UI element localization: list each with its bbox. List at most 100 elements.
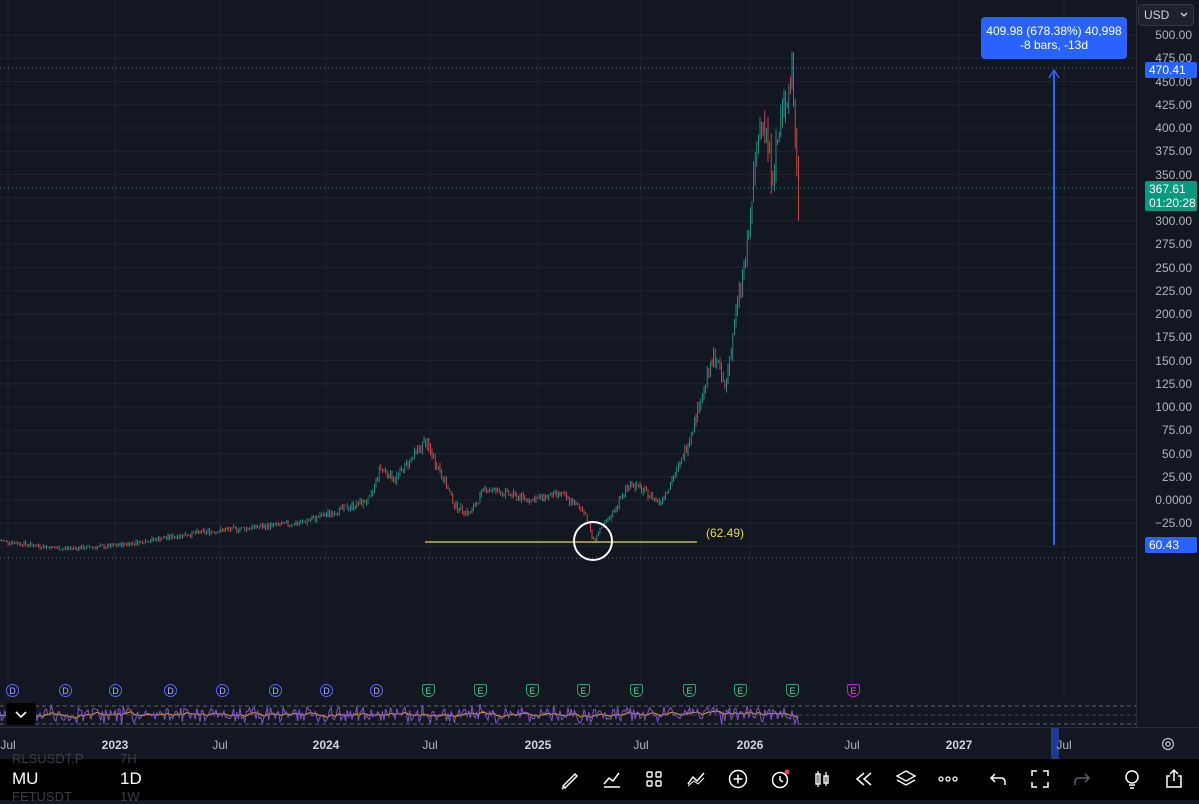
earnings-event-icon[interactable]: E — [630, 684, 643, 697]
price-tick-label: 450.00 — [1155, 74, 1192, 89]
candle-icon — [815, 771, 829, 787]
time-label: Jul — [422, 738, 438, 752]
redo-button[interactable] — [1069, 766, 1095, 792]
dividend-event-icon[interactable]: D — [6, 684, 19, 697]
time-label: 2025 — [524, 738, 552, 752]
price-tick-label: 375.00 — [1155, 144, 1192, 159]
dividend-event-icon[interactable]: D — [216, 684, 229, 697]
alerts-button[interactable] — [767, 766, 793, 792]
ideas-button[interactable] — [1119, 766, 1145, 792]
dividend-event-icon[interactable]: D — [164, 684, 177, 697]
undo-button[interactable] — [985, 766, 1011, 792]
add-icon — [728, 769, 748, 789]
dividend-event-icon[interactable]: D — [109, 684, 122, 697]
earnings-event-icon[interactable]: E — [577, 684, 590, 697]
time-range-highlight — [1051, 728, 1059, 759]
candlestick-series — [0, 51, 799, 552]
redo-icon — [1074, 773, 1091, 785]
bar-style-button[interactable] — [809, 766, 835, 792]
time-axis[interactable]: Jul 2023 Jul 2024 Jul 2025 Jul 2026 Jul 2027 Jul — [0, 727, 1199, 760]
layout-button[interactable] — [641, 766, 667, 792]
measure-price-change: 409.98 (678.38%) 40,998 — [986, 24, 1122, 38]
time-label: Jul — [212, 738, 228, 752]
add-button[interactable] — [725, 766, 751, 792]
fullscreen-icon — [1031, 770, 1049, 788]
currency-select[interactable]: USD — [1138, 4, 1194, 26]
dividend-event-icon[interactable]: D — [269, 684, 282, 697]
high-price-tag: 470.41 — [1145, 62, 1197, 78]
drawing-button[interactable] — [557, 766, 583, 792]
earnings-event-icon[interactable]: E — [526, 684, 539, 697]
earnings-event-icon[interactable]: E — [474, 684, 487, 697]
price-tick-label: 175.00 — [1155, 330, 1192, 345]
time-label: Jul — [1056, 738, 1072, 752]
low-price-tag: 60.43 — [1145, 537, 1197, 553]
chart-pane[interactable]: (62.49) 409.98 (678.38%) 40,998 -8 bars,… — [0, 0, 1136, 727]
undo-icon — [989, 773, 1006, 785]
price-tick-label: 50.00 — [1161, 446, 1192, 461]
more-button[interactable] — [935, 766, 961, 792]
layers-button[interactable] — [893, 766, 919, 792]
share-icon — [1166, 768, 1182, 788]
currency-label: USD — [1144, 8, 1170, 22]
measure-arrow-head — [1048, 68, 1060, 79]
earnings-event-icon[interactable]: E — [422, 684, 435, 697]
share-button[interactable] — [1161, 766, 1187, 792]
ghost-interval: 7H — [120, 751, 137, 766]
layers-icon — [895, 770, 917, 786]
earnings-event-icon[interactable]: E — [683, 684, 696, 697]
rsi-ma-line — [0, 710, 799, 719]
price-chart[interactable] — [0, 0, 1136, 727]
price-tick-label: 475.00 — [1155, 51, 1192, 66]
price-scale[interactable]: 500.00 475.00 450.00 425.00 400.00 375.00 350.… — [1136, 0, 1199, 727]
price-tick-label: 275.00 — [1155, 237, 1192, 252]
price-tick-label: 425.00 — [1155, 97, 1192, 112]
price-tick-label: 300.00 — [1155, 214, 1192, 228]
alert-clock-icon — [771, 769, 790, 789]
earnings-event-icon[interactable]: E — [734, 684, 747, 697]
chevron-down-icon — [15, 711, 27, 719]
earnings-event-icon[interactable]: E — [786, 684, 799, 697]
time-label: Jul — [844, 738, 860, 752]
time-label: 2026 — [736, 738, 764, 752]
price-tick-label: 225.00 — [1155, 283, 1192, 298]
future-earnings-event-icon[interactable]: E — [847, 684, 860, 697]
ghost-symbol: FETUSDT — [12, 789, 72, 804]
replay-button[interactable] — [851, 766, 877, 792]
bar-countdown: 01:20:28 — [1149, 196, 1196, 210]
price-tick-label: 250.00 — [1155, 260, 1192, 275]
price-tick-label: 350.00 — [1155, 167, 1192, 182]
time-label: 2027 — [945, 738, 973, 752]
replay-icon — [855, 772, 872, 786]
ghost-interval: 1W — [120, 789, 140, 804]
highlight-circle — [573, 521, 613, 561]
time-label: Jul — [0, 738, 16, 752]
gear-icon — [1161, 737, 1175, 751]
more-icon — [938, 776, 958, 782]
grid-lines — [0, 0, 1136, 700]
interval-button[interactable]: 1D — [120, 769, 142, 788]
price-tick-label: −25.00 — [1154, 516, 1192, 531]
chevron-down-icon — [1180, 12, 1188, 17]
price-tick-label: 500.00 — [1155, 28, 1192, 42]
support-price-label: (62.49) — [706, 526, 745, 540]
collapse-pane-button[interactable] — [6, 703, 36, 725]
last-price-value: 367.61 — [1149, 182, 1186, 196]
dividend-event-icon[interactable]: D — [370, 684, 383, 697]
price-tick-label: 400.00 — [1155, 121, 1192, 135]
bottom-toolbar: RLSUSDT.P 7H FETUSDT 1W MU 1D — [0, 751, 1199, 804]
dividend-event-icon[interactable]: D — [320, 684, 333, 697]
rsi-line — [0, 703, 799, 726]
ghost-symbol: RLSUSDT.P — [12, 751, 84, 766]
chart-type-icon — [603, 772, 620, 788]
indicators-icon — [687, 772, 705, 787]
settings-button[interactable] — [1160, 736, 1176, 757]
indicators-button[interactable] — [683, 766, 709, 792]
price-tick-label: 150.00 — [1155, 353, 1192, 368]
chart-type-button[interactable] — [599, 766, 625, 792]
symbol-button[interactable]: MU — [12, 769, 39, 788]
time-label: 2023 — [101, 738, 129, 752]
fullscreen-button[interactable] — [1027, 766, 1053, 792]
price-tick-label: 25.00 — [1161, 469, 1192, 484]
dividend-event-icon[interactable]: D — [59, 684, 72, 697]
